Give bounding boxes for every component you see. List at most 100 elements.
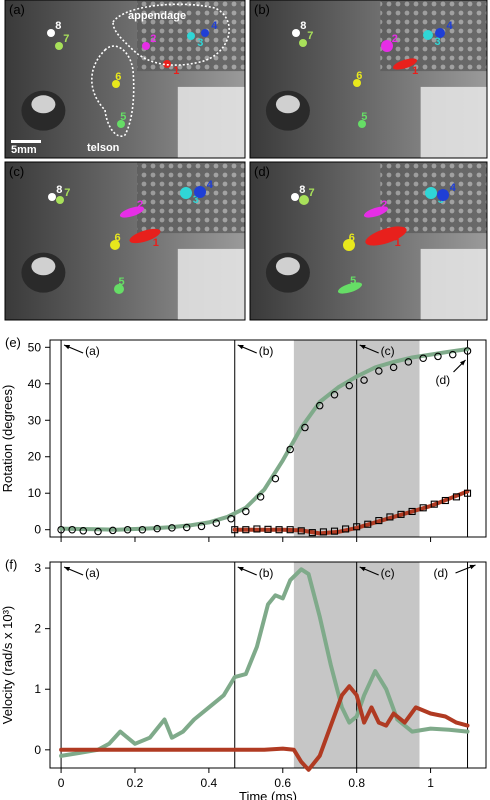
data-point-square (397, 510, 405, 518)
photo-frame (4, 0, 246, 159)
rotation-chart: (a) (b) (c) (d) 0 10 20 30 40 50 Rotation (degrees… (0, 335, 487, 542)
point-number-1: 1 (153, 237, 159, 249)
marker-label: (c) (381, 566, 395, 580)
data-point-square (275, 526, 283, 534)
marker-arrowhead (469, 564, 476, 570)
x-tick-label: 0.4 (201, 776, 218, 790)
data-point-circle (182, 523, 191, 532)
tracked-point-4 (435, 28, 445, 38)
data-point-square (353, 523, 361, 531)
eye-highlight (31, 95, 56, 114)
y-axis-label: Velocity (rad/s x 10³) (0, 606, 15, 725)
point-number-4: 4 (447, 20, 454, 32)
tracked-point-8 (47, 29, 55, 37)
data-point-circle (301, 423, 309, 432)
tracked-point-3 (180, 187, 192, 199)
tracked-point-7 (299, 39, 307, 47)
point-number-8: 8 (300, 20, 306, 32)
marker-label: (a) (85, 344, 100, 358)
telson-label: telson (87, 142, 120, 154)
marker-arrowhead (237, 566, 244, 572)
point-number-1: 1 (412, 65, 418, 77)
y-tick-label: 50 (28, 340, 42, 354)
data-point-square (430, 500, 438, 508)
data-point-circle (463, 347, 472, 355)
point-number-2: 2 (150, 33, 156, 45)
data-point-square (286, 526, 294, 534)
data-point-circle (286, 445, 294, 454)
telson-outline (91, 45, 135, 137)
data-point-square (364, 520, 372, 528)
eye-highlight (275, 95, 300, 114)
tracked-point-3 (423, 30, 433, 40)
point-number-3: 3 (197, 37, 203, 49)
marker-arrowhead (64, 566, 71, 572)
tracked-point-7 (56, 196, 64, 204)
data-point-circle (448, 350, 457, 359)
tracked-point-8 (292, 29, 300, 37)
data-point-circle (375, 367, 383, 375)
bright-limb (420, 86, 487, 158)
scale-bar (11, 140, 41, 143)
marker-label: (b) (259, 566, 274, 580)
y-tick-label: 40 (28, 377, 42, 391)
data-point-square (330, 527, 339, 535)
marker-arrowhead (64, 344, 71, 350)
data-point-circle (197, 522, 206, 531)
point-number-6: 6 (115, 232, 121, 244)
marker-label: (c) (381, 344, 395, 358)
point-number-7: 7 (63, 33, 69, 45)
tracked-point-3 (425, 187, 437, 199)
tracked-point-2 (363, 206, 389, 218)
point-number-8: 8 (55, 20, 61, 32)
tracked-point-5 (114, 284, 124, 294)
series-line-0 (59, 567, 470, 758)
data-point-square (463, 489, 472, 497)
data-point-square (452, 493, 460, 501)
data-point-circle (123, 525, 132, 534)
panel-label: (c) (9, 164, 24, 179)
point-number-3: 3 (193, 194, 199, 206)
marker-label: (b) (259, 344, 274, 358)
tracked-point-7 (55, 42, 63, 50)
marker-label: (d) (434, 566, 449, 580)
data-point-circle (271, 474, 280, 483)
data-point-square (419, 504, 427, 512)
tracked-point-6 (343, 239, 355, 251)
y-tick-label: 30 (28, 413, 42, 427)
tracked-point-2 (142, 42, 150, 50)
data-point-circle (330, 390, 339, 399)
y-tick-label: 10 (28, 486, 42, 500)
data-point-square (264, 525, 272, 533)
point-number-6: 6 (349, 232, 355, 244)
y-tick-label: 0 (34, 743, 41, 757)
data-point-square (441, 496, 449, 505)
data-point-circle (109, 526, 117, 535)
data-point-circle (153, 524, 161, 533)
data-point-square (375, 517, 383, 525)
tracked-point-4 (437, 189, 449, 201)
point-number-4: 4 (450, 182, 457, 194)
plot-frame (49, 561, 487, 769)
plot-frame (49, 339, 487, 538)
point-number-1: 1 (395, 237, 401, 249)
point-number-8: 8 (299, 184, 305, 196)
point-number-2: 2 (392, 33, 398, 45)
data-point-square (408, 507, 416, 516)
x-axis-label: Time (ms) (239, 789, 297, 800)
data-point-square (297, 527, 305, 535)
tracked-point-1 (365, 226, 407, 246)
tracked-point-5 (117, 120, 125, 128)
panel-label: (a) (9, 2, 25, 17)
tracked-point-6 (112, 80, 120, 88)
point-number-1: 1 (173, 65, 179, 77)
y-tick-label: 3 (34, 561, 41, 575)
data-point-circle (345, 381, 354, 390)
data-point-circle (242, 507, 250, 516)
data-point-square (319, 528, 327, 536)
y-tick-label: 1 (34, 682, 41, 696)
data-point-circle (419, 354, 427, 362)
